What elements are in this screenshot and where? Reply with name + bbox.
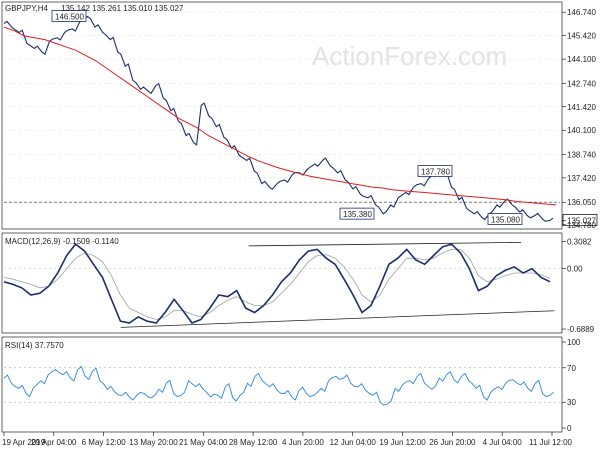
price-tick-label: 141.420 [567, 103, 596, 112]
price-panel-frame [1, 1, 563, 230]
x-tick-label: 28 May 12:00 [229, 438, 278, 447]
macd-label: MACD(12,26,9) -0.1509 -0.1140 [5, 237, 119, 246]
price-tick-label: 146.740 [567, 8, 596, 17]
x-tick-label: 26 Jun 20:00 [429, 438, 476, 447]
price-tick-label: 135.027 [567, 216, 596, 225]
macd-signal-line [3, 249, 551, 320]
x-tick-label: 19 Apr 2019 [2, 438, 46, 447]
price-annotation-box [487, 213, 523, 225]
rsi-tick-label: 30 [567, 398, 576, 407]
price-series [3, 15, 554, 222]
symbol-header: GBPJPY,H4 [5, 4, 49, 13]
x-tick-label: 21 May 04:00 [179, 438, 228, 447]
price-annotation-label: 137.780 [421, 167, 450, 176]
price-tick-label: 144.100 [567, 55, 596, 64]
macd-line [3, 242, 551, 324]
price-annotation: 135.380 [339, 207, 375, 220]
x-tick-label: 19 Jun 12:00 [379, 438, 426, 447]
ohlc-header: 135.142 135.261 135.010 135.027 [61, 4, 184, 13]
rsi-label: RSI(14) 37.7570 [5, 341, 64, 350]
price-axis: 146.740 145.420 144.100 142.740 141.420 140.1… [562, 8, 596, 230]
macd-marks [3, 241, 560, 328]
price-tick-label: 136.050 [567, 198, 596, 207]
price-annotation-box [339, 207, 375, 220]
rsi-tick-label: 70 [567, 364, 576, 373]
x-tick-label: 6 May 12:00 [82, 438, 127, 447]
macd-tick-label: 0.3082 [567, 238, 592, 247]
macd-tick-label: -0.6889 [567, 325, 595, 334]
macd-trendline [248, 241, 522, 247]
price-tick-label: 138.740 [567, 150, 596, 159]
price-tick-label: 142.740 [567, 79, 596, 88]
x-tick-label: 29 Apr 04:00 [31, 438, 77, 447]
price-annotation-box [417, 165, 453, 177]
price-tick-label: 145.420 [567, 32, 596, 41]
rsi-line [3, 365, 554, 406]
price-annotation: 146.500 [51, 10, 87, 22]
x-tick-label: 4 Jul 04:00 [483, 438, 523, 447]
macd-panel-frame [1, 232, 563, 334]
macd-tick-label: 0.00 [567, 265, 583, 274]
x-tick-label: 4 Jun 20:00 [282, 438, 324, 447]
price-annotation-label: 146.500 [55, 12, 84, 21]
macd-trendline [120, 310, 555, 328]
current-price-box [562, 214, 598, 226]
rsi-axis: 100 70 30 0 [562, 338, 581, 433]
rsi-tick-label: 0 [567, 424, 572, 433]
rsi-marks [3, 365, 560, 406]
price-marks: 146.500 137.780 135.380 135.080 [3, 10, 598, 226]
price-annotation-label: 135.080 [491, 215, 520, 224]
price-annotation: 137.780 [417, 165, 453, 177]
x-tick-label: 13 May 20:00 [129, 438, 178, 447]
price-annotation-label: 135.380 [343, 210, 372, 219]
moving-average-line [3, 26, 557, 206]
rsi-panel-frame [1, 336, 563, 433]
price-annotation-box [51, 10, 87, 22]
price-annotation: 135.080 [487, 213, 523, 225]
x-tick-label: 11 Jul 12:00 [529, 438, 573, 447]
price-tick-label: 140.100 [567, 126, 596, 135]
watermark: ActionForex.com [312, 41, 507, 71]
x-tick-label: 12 Jun 04:00 [330, 438, 377, 447]
price-tick-label: 134.780 [567, 221, 596, 230]
price-tick-label: 137.420 [567, 174, 596, 183]
rsi-tick-label: 100 [567, 338, 581, 347]
macd-axis: 0.3082 0.00 -0.6889 [562, 238, 595, 334]
